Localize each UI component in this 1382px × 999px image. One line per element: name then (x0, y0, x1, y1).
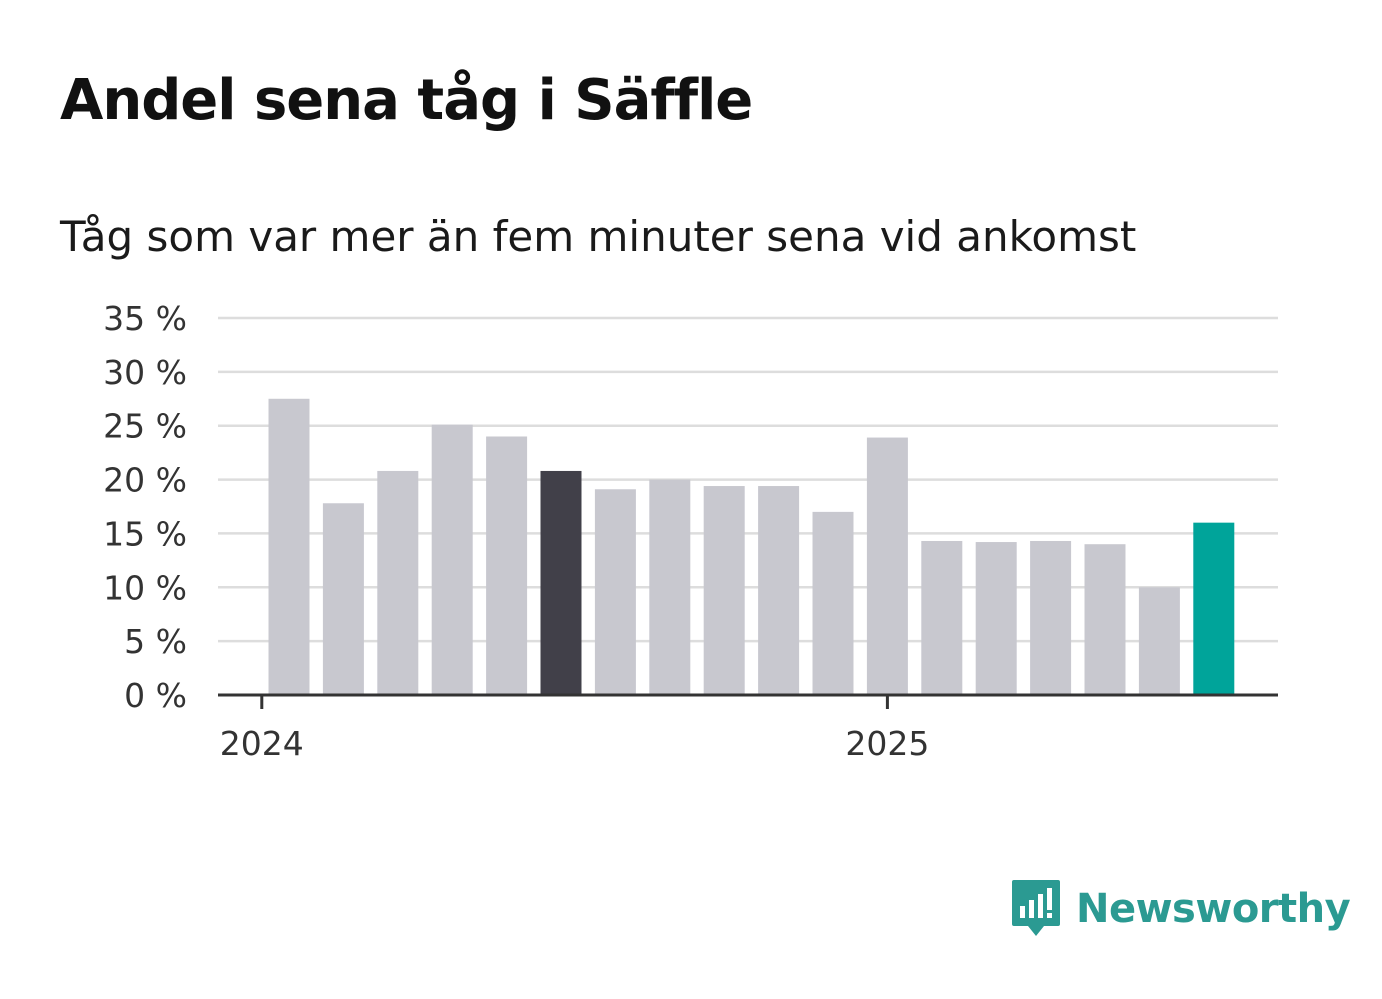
bar (1138, 587, 1180, 695)
bar (1193, 522, 1235, 695)
brand-logo: Newsworthy (1010, 878, 1351, 940)
axes (218, 693, 1278, 709)
chart-subtitle: Tåg som var mer än fem minuter sena vid … (60, 212, 1137, 261)
bar (649, 479, 691, 695)
chart-title: Andel sena tåg i Säffle (60, 68, 753, 133)
tick-labels: 0 % 5 % 10 % 15 % 20 % 25 % 30 % 35 % 2024 2025 (103, 299, 929, 763)
y-tick-label: 30 % (103, 353, 187, 392)
bar (431, 424, 473, 695)
bar (322, 503, 364, 695)
bar (758, 486, 800, 695)
y-tick-label: 5 % (124, 622, 187, 661)
y-tick-label: 35 % (103, 299, 187, 338)
bar (921, 540, 963, 695)
y-tick-label: 20 % (103, 461, 187, 500)
bar (377, 470, 419, 695)
bar (1084, 544, 1126, 695)
bar (1030, 540, 1072, 695)
bar (975, 542, 1017, 695)
bar (594, 489, 636, 695)
brand-name: Newsworthy (1076, 886, 1351, 932)
y-tick-label: 15 % (103, 514, 187, 553)
x-tick-label: 2024 (220, 724, 304, 763)
bar (703, 486, 745, 695)
bar-chart-speech-bubble-icon (1012, 880, 1060, 936)
y-tick-label: 10 % (103, 568, 187, 607)
bar (540, 470, 582, 695)
bars (268, 398, 1235, 695)
y-tick-label: 0 % (124, 676, 187, 715)
bar (866, 437, 908, 695)
bar (812, 511, 854, 695)
y-tick-label: 25 % (103, 407, 187, 446)
bar (268, 398, 310, 695)
bar (486, 436, 528, 695)
x-tick-label: 2025 (845, 724, 929, 763)
